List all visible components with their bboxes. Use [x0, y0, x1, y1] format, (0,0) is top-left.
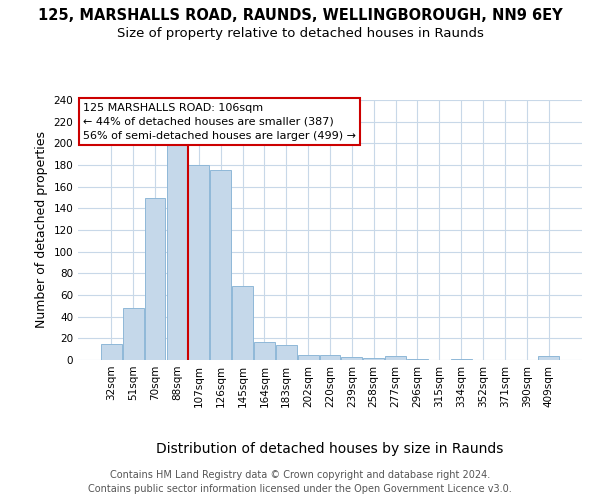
- Bar: [276, 345, 296, 360]
- Bar: [188, 165, 209, 360]
- Bar: [341, 357, 362, 360]
- Bar: [364, 358, 384, 360]
- Bar: [298, 354, 319, 360]
- Text: Contains HM Land Registry data © Crown copyright and database right 2024.
Contai: Contains HM Land Registry data © Crown c…: [88, 470, 512, 494]
- Bar: [451, 359, 472, 360]
- Text: Size of property relative to detached houses in Raunds: Size of property relative to detached ho…: [116, 28, 484, 40]
- Text: 125, MARSHALLS ROAD, RAUNDS, WELLINGBOROUGH, NN9 6EY: 125, MARSHALLS ROAD, RAUNDS, WELLINGBORO…: [38, 8, 562, 22]
- Bar: [123, 308, 143, 360]
- Bar: [232, 286, 253, 360]
- Bar: [101, 344, 122, 360]
- Y-axis label: Number of detached properties: Number of detached properties: [35, 132, 48, 328]
- Bar: [167, 144, 187, 360]
- Bar: [254, 342, 275, 360]
- Bar: [145, 198, 166, 360]
- Bar: [407, 359, 428, 360]
- Bar: [538, 356, 559, 360]
- Text: Distribution of detached houses by size in Raunds: Distribution of detached houses by size …: [157, 442, 503, 456]
- Bar: [385, 356, 406, 360]
- Bar: [320, 354, 340, 360]
- Text: 125 MARSHALLS ROAD: 106sqm
← 44% of detached houses are smaller (387)
56% of sem: 125 MARSHALLS ROAD: 106sqm ← 44% of deta…: [83, 102, 356, 141]
- Bar: [210, 170, 231, 360]
